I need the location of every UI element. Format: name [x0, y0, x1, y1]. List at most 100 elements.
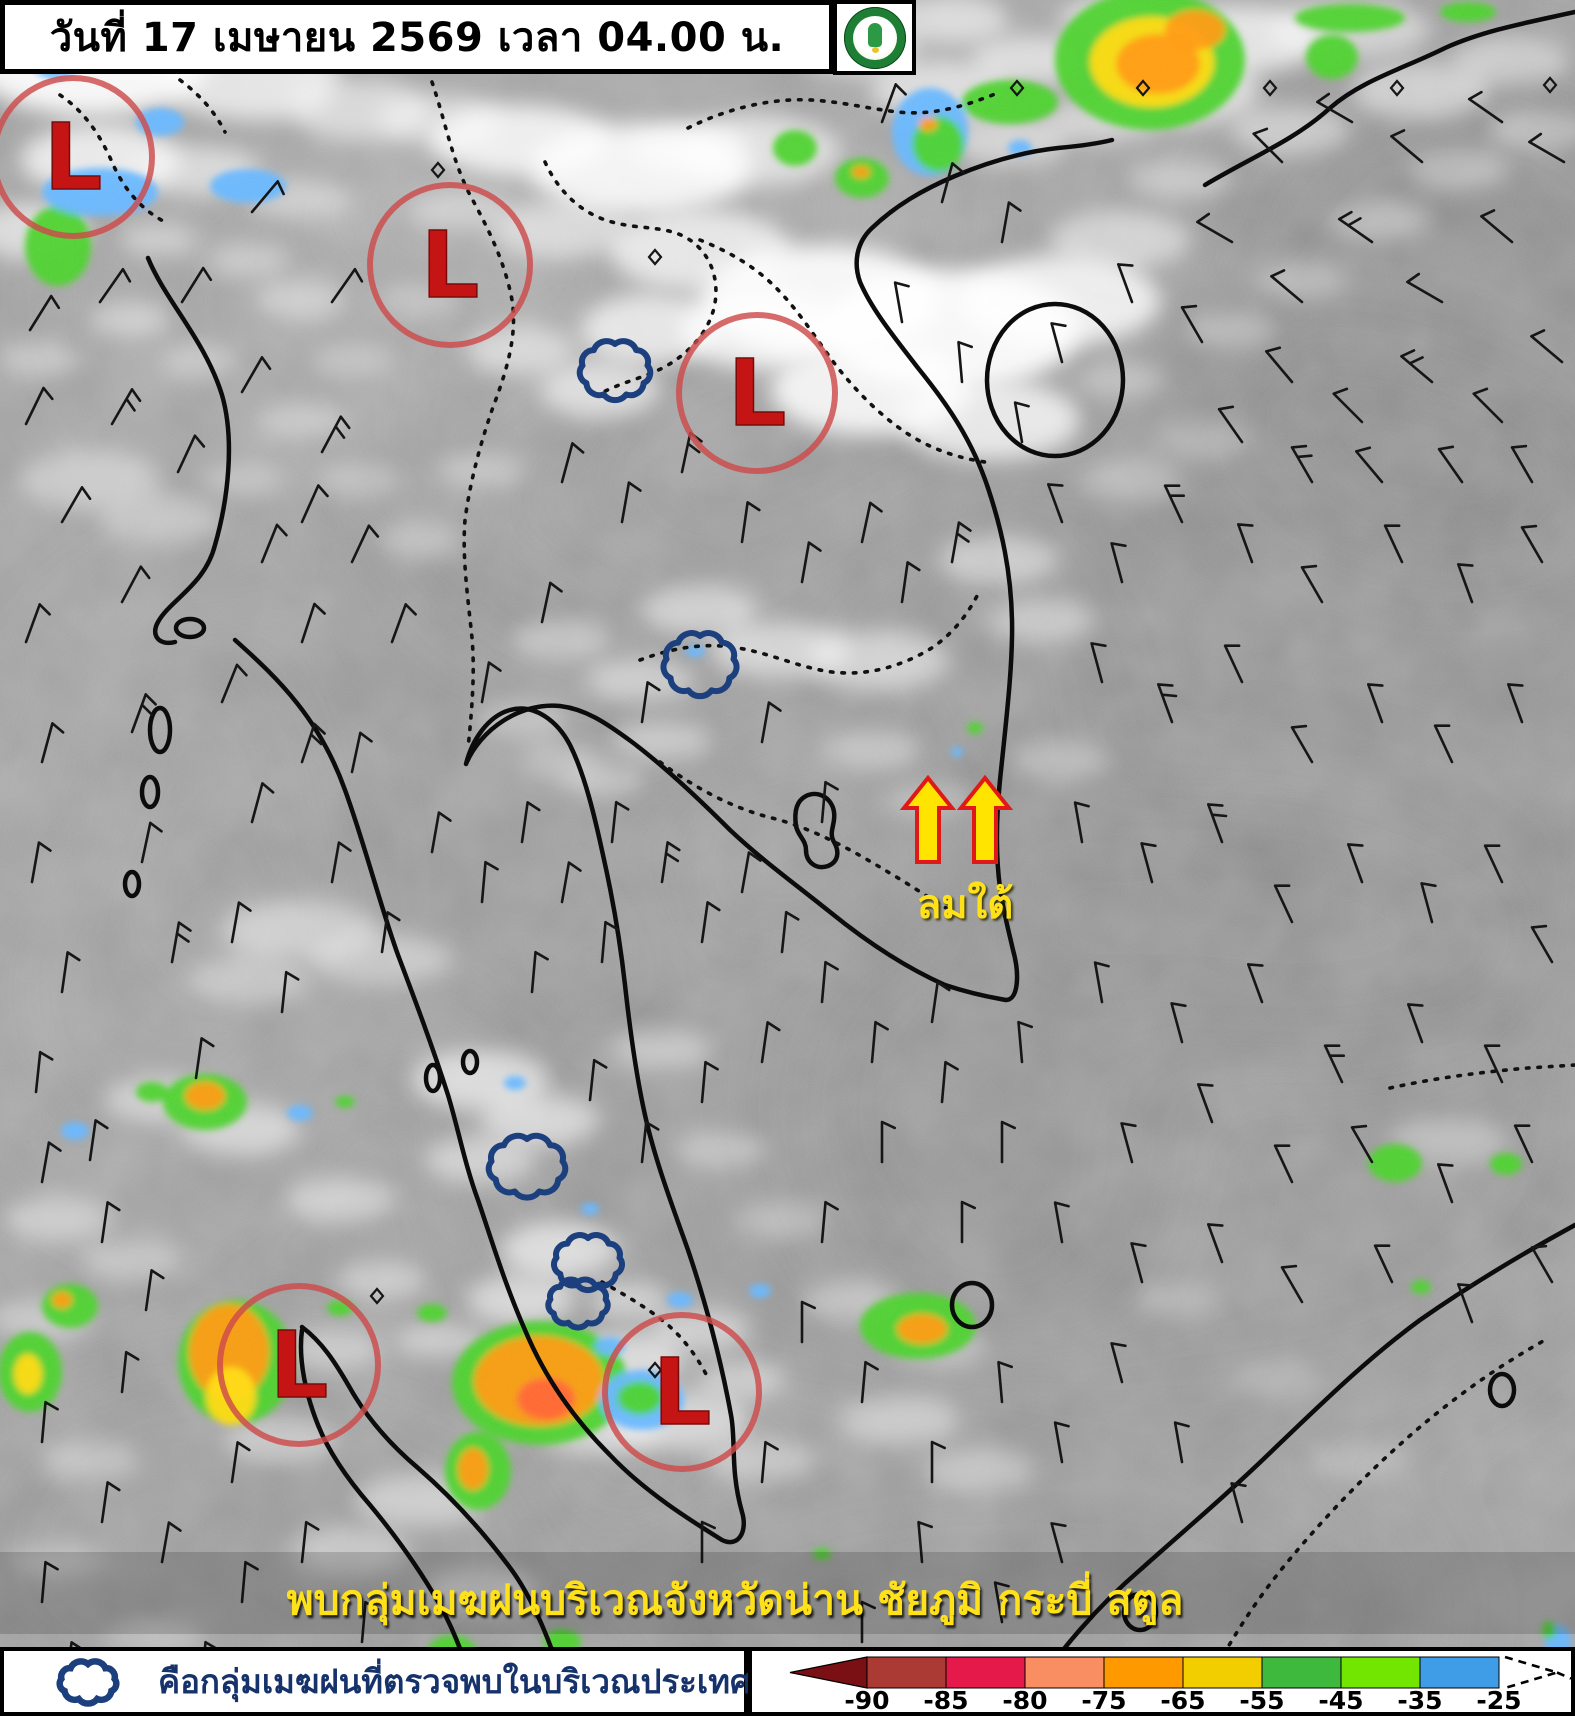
wind-barb-icon	[24, 603, 51, 644]
border-laos-vietnam	[698, 238, 987, 464]
low-pressure-markers: L L L L L	[0, 75, 838, 1472]
wind-barb-icon	[1280, 1264, 1304, 1304]
low-pressure-letter: L	[44, 104, 103, 211]
wind-barb-icon	[350, 524, 380, 564]
border-thailand-cambodia-north	[638, 588, 982, 675]
wind-barb-icon	[1332, 387, 1364, 424]
wind-barb-icon	[860, 501, 883, 544]
wind-barb-icon	[1483, 1044, 1504, 1084]
coast-myanmar-west	[145, 255, 232, 646]
wind-barb-icon	[800, 541, 822, 584]
wind-barb-icon	[1530, 329, 1564, 364]
wind-barb-icon	[24, 386, 54, 426]
wind-barb-icon	[1120, 1122, 1137, 1164]
island-delta	[173, 616, 207, 640]
scale-tick-label: -35	[1397, 1686, 1442, 1712]
wind-barb-icon	[860, 1600, 876, 1644]
low-pressure-circle	[217, 1283, 381, 1447]
wind-barb-icon	[1017, 1020, 1033, 1064]
caption-shade-band	[0, 1552, 1575, 1634]
wind-barb-icon	[1323, 1044, 1345, 1084]
wind-barb-icon	[120, 1350, 140, 1394]
wind-barb-icon	[940, 1060, 959, 1104]
calm-diamond-icon	[1009, 79, 1025, 97]
wind-barb-icon	[430, 811, 452, 854]
wind-barb-icon	[30, 841, 52, 884]
wind-barb-icon	[1157, 683, 1178, 724]
wind-barb-icon	[1273, 1144, 1294, 1184]
coast-sumatra-west	[298, 1327, 483, 1716]
wind-barb-icon	[40, 1560, 59, 1604]
low-pressure-circle	[0, 75, 155, 239]
wind-barb-icon	[220, 663, 248, 704]
wind-barb-icon	[480, 860, 499, 904]
wind-barb-icon	[1472, 387, 1504, 424]
wind-barb-icon	[194, 1037, 215, 1080]
scale-tick-label: -45	[1318, 1686, 1363, 1712]
wind-barb-icon	[1247, 963, 1264, 1004]
wind-barb-icon	[540, 581, 563, 624]
low-pressure-letter: L	[270, 1312, 329, 1419]
wind-barb-icon	[380, 911, 401, 954]
border-china-north	[686, 90, 1002, 130]
wind-barb-icon	[820, 780, 839, 824]
island-borneo-small-2	[1121, 1591, 1159, 1633]
map-title: วันที่ 17 เมษายน 2569 เวลา 04.00 น.	[49, 15, 785, 61]
low-pressure-letter: L	[728, 340, 787, 447]
temperature-scale-box: -90 -85 -80 -75 -65 -55 -45 -35 -25	[748, 1647, 1575, 1716]
wind-barb-icon	[1217, 405, 1244, 444]
calm-diamond-icon	[647, 248, 663, 266]
coast-mainland-peninsula-gulf-vietnam	[232, 137, 1115, 1545]
scale-tick-label: -85	[923, 1686, 968, 1712]
wind-barb-icon	[1390, 129, 1424, 164]
wind-barb-icon	[930, 981, 951, 1024]
wind-barb-icon	[330, 841, 352, 884]
wind-barb-icon	[230, 901, 252, 944]
wind-barb-icon	[1316, 92, 1354, 124]
island-myanmar-2	[139, 774, 161, 810]
wind-barb-icon	[520, 801, 541, 844]
coast-hainan-island	[984, 301, 1126, 459]
coast-sumatra-northeast	[299, 1324, 575, 1716]
wind-barb-icon	[1110, 542, 1127, 584]
rain-cloud-marker-icon	[551, 1232, 625, 1293]
wind-barb-icon	[660, 841, 681, 884]
wind-barb-icon	[350, 731, 373, 774]
wind-barb-icon	[997, 1360, 1013, 1404]
wind-barb-icon	[870, 1020, 889, 1064]
wind-barb-icon	[1420, 882, 1437, 924]
wind-barb-icon	[1110, 1342, 1127, 1384]
scale-segment	[945, 1656, 1026, 1689]
wind-barb-icon	[140, 821, 163, 864]
rain-cloud-marker-icon	[576, 338, 654, 404]
calm-diamond-icon	[430, 161, 446, 179]
wind-barb-icon	[176, 434, 206, 474]
wind-barb-icon	[40, 1400, 59, 1444]
wind-barb-icon	[40, 722, 65, 764]
wind-barb-icon	[1530, 924, 1554, 964]
wind-barb-icon	[1530, 1244, 1554, 1284]
wind-barb-icon	[320, 415, 351, 454]
wind-barb-icon	[1050, 322, 1067, 364]
wind-barb-icon	[480, 661, 502, 704]
scale-tick-label: -80	[1002, 1686, 1047, 1712]
wind-barb-icon	[1290, 724, 1314, 764]
wind-barb-icon	[780, 910, 800, 954]
wind-barb-icon	[1355, 446, 1384, 484]
calm-diamond-icon	[369, 1287, 385, 1305]
scale-right-dashed-tail	[1556, 1671, 1571, 1680]
wind-barb-icon	[1480, 209, 1514, 244]
wind-barb-icon	[360, 1600, 379, 1644]
calm-wind-markers	[369, 76, 1558, 1379]
wind-barb-icon	[700, 1060, 719, 1104]
rain-cloud-markers	[485, 338, 740, 1331]
wind-barb-icon	[1170, 1002, 1187, 1044]
low-pressure-letter: L	[421, 212, 480, 319]
scale-segment	[866, 1656, 947, 1689]
scale-tick-label: -90	[844, 1686, 889, 1712]
wind-barb-icon	[588, 1058, 608, 1102]
wind-barb-icon	[880, 1120, 896, 1164]
border-top-left-1	[58, 93, 167, 224]
calm-diamond-icon	[1389, 79, 1405, 97]
